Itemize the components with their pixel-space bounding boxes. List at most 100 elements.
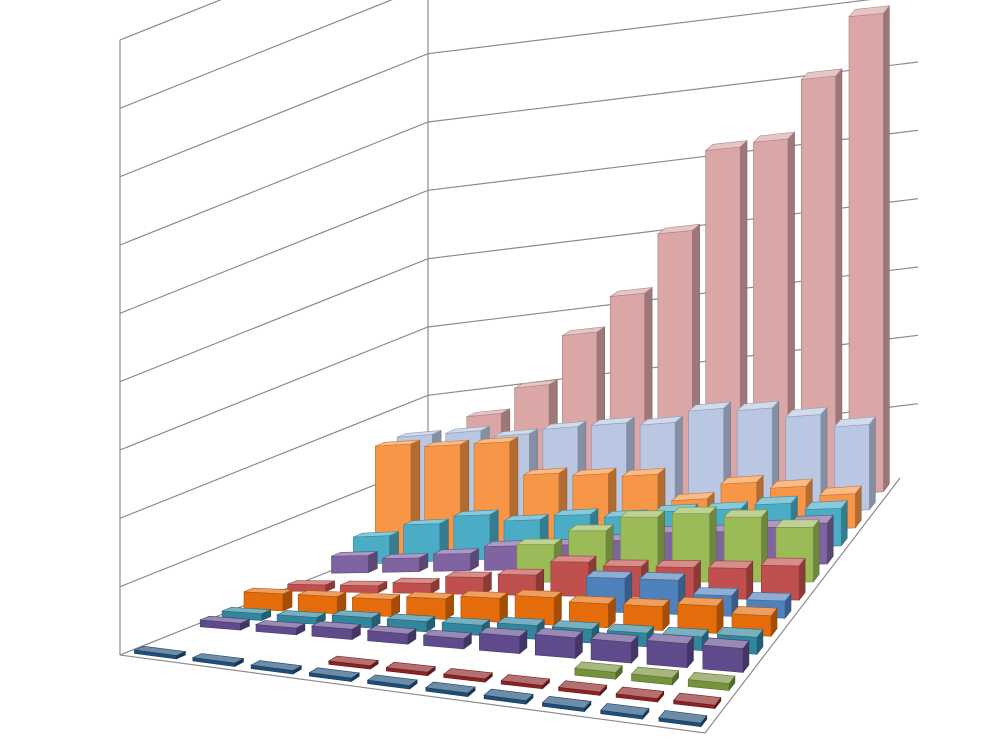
bar [308, 667, 361, 683]
bar-top-face [441, 616, 491, 626]
bar-top-face [375, 439, 420, 447]
bar [658, 710, 708, 728]
bar-top-face [600, 703, 650, 717]
bar-top-face [534, 627, 584, 639]
bar-top-face [702, 637, 750, 649]
bar-front-face [702, 644, 744, 673]
chart-bars [133, 4, 890, 728]
bar-front-face [297, 594, 338, 615]
bar-top-face [785, 406, 828, 418]
bar [483, 688, 534, 705]
bar-top-face [615, 686, 665, 699]
bar [422, 629, 473, 650]
bar-top-face [585, 570, 633, 579]
bar [534, 627, 584, 659]
bar-top-face [466, 408, 510, 417]
bar-top-face [549, 555, 597, 563]
bar [514, 589, 563, 626]
gridline [119, 61, 919, 246]
bar-top-face [494, 428, 538, 437]
bar [310, 621, 362, 641]
bar-top-face [609, 287, 654, 298]
bar-top-face [403, 518, 449, 526]
bar [327, 655, 379, 670]
bar [331, 550, 378, 574]
bar [351, 592, 401, 618]
bar-front-face [340, 584, 379, 594]
bar [425, 681, 476, 698]
bar [760, 557, 806, 601]
bar-top-face [391, 577, 441, 584]
bar-top-face [310, 621, 362, 630]
bar [673, 692, 722, 710]
bar-top-face [574, 661, 623, 673]
bar-front-face [590, 638, 632, 664]
gridline [119, 129, 919, 314]
bar [646, 633, 695, 669]
bar-top-face [754, 495, 798, 506]
bar-top-face [287, 580, 335, 586]
bar-front-face [534, 634, 576, 659]
bar-top-face [515, 538, 563, 545]
bar-top-face [553, 508, 599, 517]
bar-top-face [590, 416, 636, 426]
bar-top-face [621, 467, 666, 477]
bar [366, 625, 417, 645]
bar-front-face [484, 545, 522, 571]
bar-front-face [550, 561, 590, 597]
bar-top-face [445, 425, 490, 434]
bar-top-face [200, 615, 250, 624]
bar-front-face [646, 640, 688, 669]
bar-front-face [433, 553, 471, 572]
bar-top-face [760, 557, 806, 567]
bar [442, 668, 494, 683]
bar-top-face [298, 590, 348, 598]
bar-top-face [541, 695, 592, 709]
bar-top-face [656, 223, 701, 235]
gridline [119, 0, 872, 178]
bar-top-face [704, 140, 748, 151]
bar-top-face [133, 645, 187, 656]
bar-top-face [221, 606, 271, 615]
gridline [119, 198, 919, 383]
bar [677, 596, 724, 635]
bar-top-face [630, 666, 680, 679]
bar-top-face [459, 590, 509, 599]
bar-top-face [639, 415, 684, 426]
bar-top-face [503, 514, 550, 522]
bar [500, 674, 551, 690]
bar-top-face [405, 591, 455, 600]
bar-top-face [804, 500, 848, 510]
bar [459, 590, 509, 623]
bar [250, 660, 303, 675]
bar-top-face [752, 131, 796, 143]
bar [541, 695, 592, 713]
bar-top-face [497, 568, 545, 576]
bar [557, 680, 608, 697]
bar-side-face [812, 518, 820, 583]
bar-top-face [250, 660, 303, 671]
bar-front-face [331, 555, 369, 574]
bar [630, 666, 680, 686]
bar-top-face [385, 661, 436, 673]
bar-top-face [254, 620, 306, 629]
bar [391, 577, 441, 595]
bar-top-face [422, 629, 473, 640]
floor-edge [119, 477, 901, 734]
bar-top-face [425, 681, 476, 694]
bar-top-face [542, 421, 586, 430]
bar [243, 587, 293, 612]
bar-top-face [646, 633, 695, 645]
bar-top-face [687, 671, 736, 685]
bar-top-face [514, 379, 558, 389]
bar-top-face [731, 606, 778, 617]
bar [848, 4, 890, 496]
bar-top-face [769, 478, 813, 489]
bar-top-face [496, 616, 545, 626]
bar-top-face [723, 509, 769, 518]
gridline [119, 0, 393, 109]
bar-top-face [673, 692, 722, 706]
bar-top-face [424, 439, 469, 447]
bar-top-face [671, 506, 717, 515]
